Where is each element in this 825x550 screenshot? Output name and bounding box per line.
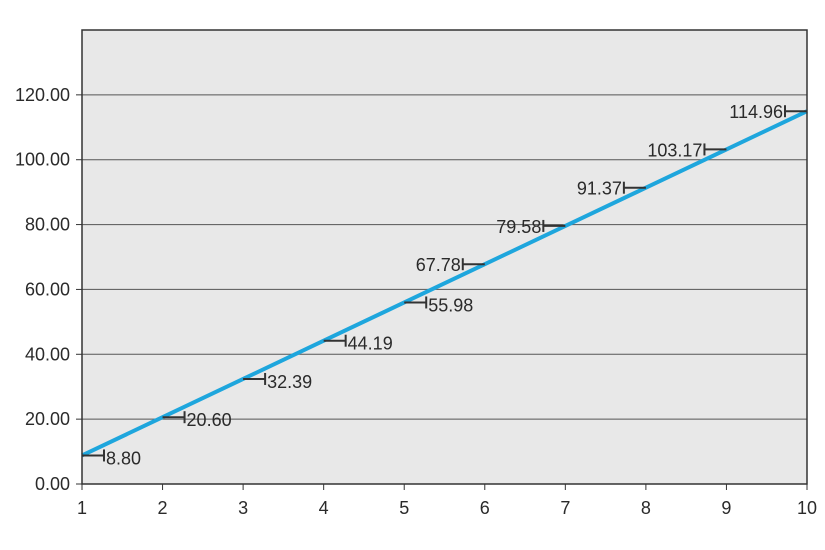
series-line — [81, 109, 808, 458]
x-tick-label: 8 — [641, 498, 651, 518]
data-label: 20.60 — [187, 410, 232, 430]
gridlines — [82, 94, 807, 420]
x-tick-label: 9 — [721, 498, 731, 518]
x-tick-label: 7 — [560, 498, 570, 518]
data-label: 91.37 — [577, 179, 622, 199]
data-label: 8.80 — [106, 448, 141, 468]
x-tick-label: 6 — [480, 498, 490, 518]
data-label: 114.96 — [729, 102, 783, 122]
x-tick-label: 5 — [399, 498, 409, 518]
plot-frame — [81, 29, 808, 485]
y-tick-label: 80.00 — [25, 215, 70, 235]
data-labels: 8.80 20.60 32.39 44.19 55.98 67.78 79.58 91.37 1… — [106, 102, 783, 468]
x-tick-label: 1 — [77, 498, 87, 518]
data-label: 79.58 — [496, 217, 541, 237]
x-tick-label: 4 — [319, 498, 329, 518]
y-tick-label: 40.00 — [25, 344, 70, 364]
data-label: 55.98 — [428, 295, 473, 315]
y-tick-label: 100.00 — [15, 150, 70, 170]
y-tick-label: 20.00 — [25, 409, 70, 429]
series-group — [81, 105, 808, 462]
plot-area — [82, 30, 807, 484]
x-tick-label: 3 — [238, 498, 248, 518]
x-axis-tick-labels: 1 2 3 4 5 6 7 8 9 10 — [77, 484, 817, 518]
y-tick-label: 60.00 — [25, 279, 70, 299]
data-label: 67.78 — [416, 255, 461, 275]
data-label: 32.39 — [267, 372, 312, 392]
data-label: 44.19 — [348, 334, 393, 354]
y-tick-label: 120.00 — [15, 85, 70, 105]
y-axis-tick-labels: 0.00 20.00 40.00 60.00 80.00 100.00 120.00 — [15, 85, 82, 494]
y-tick-label: 0.00 — [35, 474, 70, 494]
data-label: 103.17 — [647, 140, 702, 160]
x-tick-label: 10 — [797, 498, 817, 518]
x-tick-label: 2 — [158, 498, 168, 518]
